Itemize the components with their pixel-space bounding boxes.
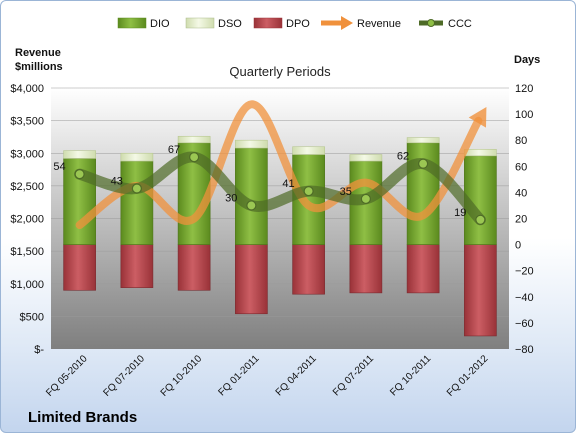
ccc-value-label: 67 — [168, 144, 180, 156]
legend-label-revenue: Revenue — [357, 18, 401, 30]
right-tick-label: −80 — [515, 344, 534, 356]
ccc-value-label: 43 — [111, 175, 123, 187]
dso-bar — [120, 152, 154, 162]
ccc-point — [475, 214, 486, 225]
x-tick-label: FQ 10-2010 — [159, 353, 205, 399]
dso-bar — [464, 149, 497, 157]
x-tick-label: FQ 01-2012 — [445, 353, 491, 399]
left-tick-label: $2,500 — [10, 181, 44, 193]
legend-label-dpo: DPO — [286, 18, 310, 30]
ccc-point — [189, 152, 200, 163]
dpo-bar — [63, 244, 96, 291]
right-tick-label: −20 — [515, 266, 534, 278]
legend-arrow-revenue — [341, 16, 353, 30]
ccc-value-label: 41 — [282, 178, 294, 190]
legend-marker-ccc — [427, 19, 435, 27]
right-tick-label: −60 — [515, 318, 534, 330]
ccc-point — [303, 185, 314, 197]
right-tick-label: 120 — [515, 83, 533, 95]
dio-bar — [120, 160, 154, 245]
ccc-point — [74, 169, 85, 180]
legend-swatch-dio — [117, 17, 147, 29]
ccc-point — [418, 158, 429, 169]
right-tick-label: 60 — [515, 161, 527, 173]
ccc-value-label: 30 — [225, 192, 237, 204]
revenue-arrowhead — [468, 107, 487, 128]
dpo-bar — [292, 244, 325, 295]
ccc-value-label: 35 — [340, 186, 352, 198]
company-name: Limited Brands — [28, 409, 137, 426]
right-tick-label: 100 — [515, 109, 533, 121]
legend-swatch-dso — [185, 17, 215, 29]
ccc-point — [246, 200, 257, 211]
left-axis-title-line2: $millions — [15, 61, 63, 73]
left-tick-label: $500 — [20, 311, 44, 323]
x-tick-label: FQ 07-2010 — [101, 353, 147, 399]
dpo-bar — [177, 244, 211, 291]
legend-label-ccc: CCC — [448, 18, 472, 30]
right-tick-label: 40 — [515, 187, 527, 199]
left-tick-label: $3,000 — [10, 148, 44, 160]
left-tick-label: $2,000 — [10, 214, 44, 226]
dio-bar — [292, 154, 325, 245]
legend-swatch-dpo — [253, 17, 283, 29]
left-tick-label: $4,000 — [10, 83, 44, 95]
x-tick-label: FQ 04-2011 — [274, 353, 319, 398]
ccc-point — [131, 183, 142, 194]
ccc-value-label: 62 — [397, 151, 409, 163]
dso-bar — [349, 154, 383, 162]
x-tick-label: FQ 10-2011 — [388, 353, 433, 398]
dpo-bar — [406, 244, 440, 294]
chart-title: Quarterly Periods — [229, 64, 331, 79]
dpo-bar — [235, 244, 268, 315]
left-tick-label: $1,500 — [10, 246, 44, 258]
dso-bar — [177, 135, 211, 144]
legend: DIO DSO DPO Revenue CCC — [117, 16, 472, 30]
dpo-bar — [349, 244, 383, 294]
left-tick-label: $3,500 — [10, 116, 44, 128]
dso-bar — [406, 137, 440, 144]
right-axis-title: Days — [514, 54, 540, 66]
x-tick-label: FQ 05-2010 — [44, 353, 90, 399]
legend-label-dso: DSO — [218, 18, 242, 30]
left-tick-label: $1,000 — [10, 279, 44, 291]
dpo-bar — [464, 244, 497, 337]
dso-bar — [292, 146, 325, 155]
revenue-line — [75, 100, 483, 230]
legend-label-dio: DIO — [150, 18, 170, 30]
right-tick-label: 20 — [515, 214, 527, 226]
ccc-point — [360, 193, 371, 205]
dio-bar — [406, 142, 440, 245]
right-tick-label: 80 — [515, 135, 527, 147]
right-tick-label: 0 — [515, 240, 521, 252]
x-tick-label: FQ 07-2011 — [331, 353, 376, 398]
x-tick-label: FQ 01-2011 — [217, 353, 262, 398]
dso-bar — [63, 150, 96, 159]
ccc-value-label: 54 — [53, 161, 65, 173]
dso-bar — [235, 139, 268, 149]
left-tick-label: $- — [34, 344, 44, 356]
left-axis-title-line1: Revenue — [15, 47, 61, 59]
right-tick-label: −40 — [515, 292, 534, 304]
dpo-bar — [120, 244, 154, 288]
ccc-value-label: 19 — [454, 207, 466, 219]
